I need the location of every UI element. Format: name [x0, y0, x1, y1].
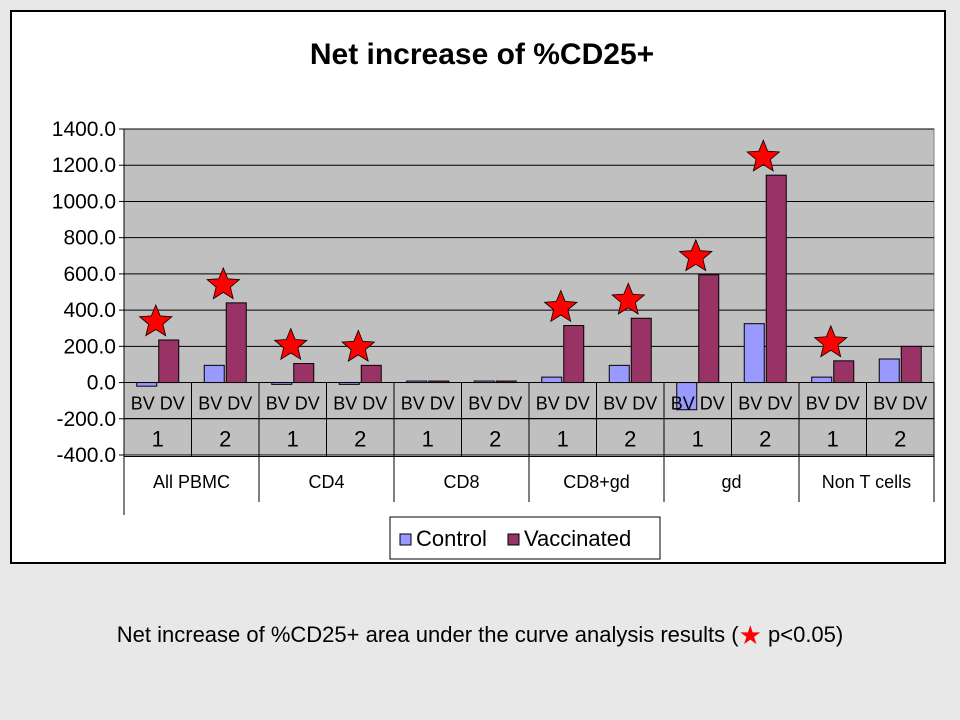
subgroup-series-label: BV DV [603, 394, 657, 414]
subgroup-series-label: BV DV [266, 394, 320, 414]
y-tick-label: -200.0 [56, 408, 116, 431]
y-tick-label: 400.0 [63, 299, 116, 322]
bar-control [271, 382, 293, 385]
y-tick-label: -400.0 [56, 444, 116, 467]
bar-vaccinated [630, 317, 652, 384]
bar-control [878, 358, 900, 384]
bar-control [203, 364, 225, 384]
bar-control [676, 382, 698, 411]
group-label: CD8+gd [563, 472, 630, 492]
caption-text-before: Net increase of %CD25+ area under the cu… [116, 622, 739, 647]
significance-star [543, 289, 578, 323]
legend-label: Control [416, 526, 487, 551]
significance-star [206, 266, 241, 300]
significance-star [611, 282, 646, 315]
subgroup-label: 2 [354, 427, 366, 452]
y-tick-label: 1200.0 [52, 154, 116, 177]
significance-star [746, 139, 781, 172]
bar-control [338, 382, 360, 385]
subgroup-label: 2 [624, 427, 636, 452]
bar-vaccinated [495, 380, 517, 384]
bar-vaccinated [225, 302, 247, 384]
subgroup-label: 1 [422, 427, 434, 452]
y-tick-label: 800.0 [63, 227, 116, 250]
chart-frame: Net increase of %CD25+ 1400.0 1200.0 1000.… [10, 10, 946, 564]
bar-control [136, 382, 158, 387]
caption: Net increase of %CD25+ area under the cu… [0, 620, 960, 651]
subgroup-series-label: BV DV [873, 394, 927, 414]
subgroup-label: 1 [557, 427, 569, 452]
legend-label: Vaccinated [524, 526, 631, 551]
significance-star [813, 324, 848, 358]
y-tick-label: 600.0 [63, 263, 116, 286]
subgroup-series-label: BV DV [671, 394, 725, 414]
subgroup-label: 1 [692, 427, 704, 452]
subgroup-label: 2 [894, 427, 906, 452]
bar-control [541, 376, 563, 384]
bar-vaccinated [833, 360, 855, 384]
y-tick-label: 0.0 [87, 372, 116, 395]
bar-vaccinated [900, 345, 922, 384]
subgroup-label: 2 [489, 427, 501, 452]
group-label: All PBMC [153, 472, 230, 492]
subgroup-series-label: BV DV [738, 394, 792, 414]
bar-vaccinated [563, 325, 585, 384]
subgroup-series-label: BV DV [536, 394, 590, 414]
y-tick-label: 1000.0 [52, 190, 116, 213]
subgroup-label: 1 [827, 427, 839, 452]
bar-vaccinated [765, 174, 787, 384]
bar-vaccinated [293, 363, 315, 384]
bar-vaccinated [698, 274, 720, 384]
significance-star-icon: ★ [738, 620, 762, 650]
bar-control [743, 323, 765, 384]
significance-star [678, 238, 713, 272]
bar-vaccinated [360, 364, 382, 384]
bar-control [406, 380, 428, 384]
legend-box [389, 516, 661, 560]
significance-star [341, 329, 376, 362]
bar-control [811, 376, 833, 384]
subgroup-label: 1 [287, 427, 299, 452]
significance-star [273, 327, 308, 361]
y-tick-label: 1400.0 [52, 118, 116, 141]
subgroup-series-label: BV DV [131, 394, 185, 414]
subgroup-series-label: BV DV [806, 394, 860, 414]
subgroup-series-label: BV DV [468, 394, 522, 414]
group-label: CD4 [308, 472, 344, 492]
legend-swatch [507, 533, 520, 546]
group-label: gd [721, 472, 741, 492]
subgroup-series-label: BV DV [198, 394, 252, 414]
subgroup-label: 2 [219, 427, 231, 452]
bar-chart: Net increase of %CD25+ 1400.01200.01000.… [52, 38, 935, 560]
chart-title: Net increase of %CD25+ [310, 38, 654, 71]
caption-text-after: p<0.05) [761, 622, 844, 647]
legend-swatch [399, 533, 412, 546]
bar-control [608, 364, 630, 384]
bar-vaccinated [158, 339, 180, 384]
y-tick-label: 200.0 [63, 335, 116, 358]
subgroup-series-label: BV DV [401, 394, 455, 414]
group-label: CD8 [443, 472, 479, 492]
subgroup-series-label: BV DV [333, 394, 387, 414]
significance-star [138, 303, 173, 337]
bar-vaccinated [428, 380, 450, 384]
subgroup-label: 1 [152, 427, 164, 452]
subgroup-label: 2 [759, 427, 771, 452]
bar-control [473, 380, 495, 384]
group-label: Non T cells [822, 472, 911, 492]
